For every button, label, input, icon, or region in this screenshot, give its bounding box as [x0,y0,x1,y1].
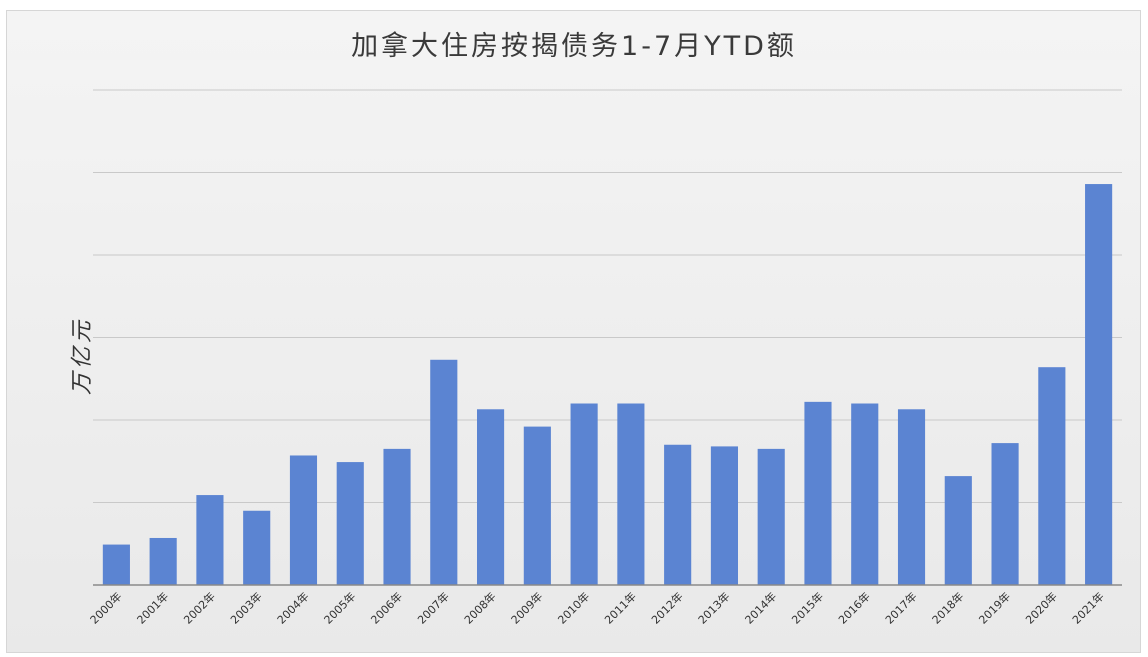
bar-2010年 [570,403,598,585]
bar-2021年 [1085,184,1113,586]
x-tick-label: 2012年 [648,589,685,626]
bar-2019年 [991,443,1019,585]
bar-2000年 [102,544,130,585]
x-tick-label: 2010年 [555,589,592,626]
x-tick-label: 2018年 [929,589,966,626]
x-tick-label: 2014年 [742,589,779,626]
x-tick-label: 2008年 [461,589,498,626]
x-tick-label: 2004年 [274,589,311,626]
bar-2012年 [664,444,692,585]
x-tick-label: 2015年 [789,589,826,626]
x-tick-label: 2021年 [1069,589,1106,626]
x-tick-label: 2013年 [695,589,732,626]
bar-2006年 [383,448,411,585]
gridlines [93,89,1122,503]
bar-2013年 [710,446,738,585]
bar-2018年 [944,476,972,585]
bar-2007年 [430,359,458,585]
bar-2014年 [757,448,785,585]
x-tick-label: 2007年 [414,589,451,626]
x-tick-label: 2019年 [976,589,1013,626]
x-tick-label: 2003年 [227,589,264,626]
bar-2017年 [897,409,926,585]
chart-title: 加拿大住房按揭债务1-7月YTD额 [351,31,797,62]
bars [102,184,1113,586]
x-tick-label: 2001年 [134,589,171,626]
bar-2005年 [336,462,364,585]
bar-2004年 [289,455,318,585]
bar-2015年 [804,401,832,585]
bar-2001年 [149,537,177,585]
x-tick-labels: 2000年 2001年 2002年 2003年 2004年 2005年 2006年 2007年… [87,589,1107,626]
bar-2008年 [477,409,505,585]
x-tick-label: 2016年 [835,589,872,626]
bar-2002年 [196,495,224,585]
x-tick-label: 2000年 [87,589,124,626]
x-tick-label: 2011年 [602,589,639,626]
bar-2016年 [851,403,879,585]
x-tick-label: 2009年 [508,589,545,626]
bar-2003年 [243,510,271,585]
bar-2011年 [617,403,645,585]
x-tick-label: 2020年 [1022,589,1059,626]
x-tick-label: 2005年 [321,589,358,626]
x-tick-label: 2006年 [368,589,405,626]
x-tick-label: 2002年 [181,589,218,626]
bar-2020年 [1038,367,1066,585]
bar-2009年 [523,426,551,585]
x-tick-label: 2017年 [882,589,919,626]
